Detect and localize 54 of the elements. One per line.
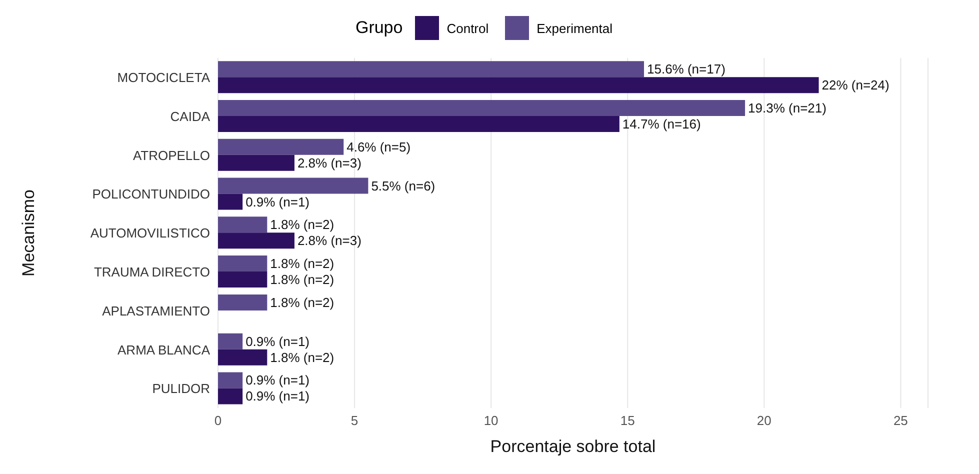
bar — [218, 272, 268, 288]
data-label: 14.7% (n=16) — [622, 116, 701, 132]
data-label: 15.6% (n=17) — [647, 62, 726, 77]
bar — [218, 256, 268, 272]
data-label: 1.8% (n=2) — [270, 272, 334, 288]
data-label: 0.9% (n=1) — [246, 388, 310, 404]
bar — [218, 216, 268, 233]
bar — [218, 178, 368, 194]
legend-label: Control — [446, 20, 489, 36]
legend-title: Grupo — [355, 18, 403, 38]
data-label: 2.8% (n=3) — [297, 155, 362, 170]
legend-label: Experimental — [536, 20, 613, 36]
y-tick-label: ARMA BLANCA — [118, 342, 210, 358]
bar — [218, 100, 746, 116]
x-tick-label: 10 — [484, 413, 498, 428]
y-tick-label: POLICONTUNDIDO — [92, 186, 210, 202]
data-label: 19.3% (n=21) — [748, 100, 826, 116]
data-label: 22% (n=24) — [822, 78, 890, 93]
bar — [218, 333, 243, 350]
y-tick-label: CAIDA — [170, 108, 210, 124]
data-label: 0.9% (n=1) — [246, 194, 310, 210]
data-label: 1.8% (n=2) — [270, 350, 334, 365]
data-label: 1.8% (n=2) — [270, 217, 334, 232]
x-tick-label: 20 — [756, 413, 772, 428]
data-label: 2.8% (n=3) — [297, 233, 362, 248]
bar — [218, 349, 268, 366]
data-label: 1.8% (n=2) — [270, 294, 334, 310]
bar — [218, 61, 644, 78]
bar — [218, 138, 344, 155]
y-tick-label: MOTOCICLETA — [117, 70, 210, 86]
bar — [218, 154, 294, 171]
x-tick-label: 0 — [214, 413, 222, 428]
bar — [218, 372, 243, 388]
data-label: 1.8% (n=2) — [270, 256, 334, 272]
x-tick-label: 5 — [350, 413, 358, 428]
data-label: 0.9% (n=1) — [246, 372, 310, 388]
bar — [218, 194, 243, 210]
y-tick-label: TRAUMA DIRECTO — [94, 264, 210, 280]
data-label: 4.6% (n=5) — [346, 139, 411, 154]
bar — [218, 232, 294, 249]
x-tick-label: 15 — [620, 413, 635, 428]
y-axis-title: Mecanismo — [19, 190, 38, 276]
y-tick-label: AUTOMOVILISTICO — [90, 226, 210, 241]
bar — [218, 77, 819, 94]
x-axis-title: Porcentaje sobre total — [490, 437, 656, 456]
bar — [218, 116, 620, 132]
bar — [218, 388, 243, 404]
x-tick-label: 25 — [893, 413, 908, 428]
y-tick-label: ATROPELLO — [132, 148, 210, 163]
y-tick-label: APLASTAMIENTO — [102, 303, 210, 318]
data-label: 0.9% (n=1) — [246, 334, 310, 349]
y-tick-label: PULIDOR — [152, 381, 210, 396]
data-label: 5.5% (n=6) — [371, 178, 436, 194]
bar — [218, 294, 268, 310]
